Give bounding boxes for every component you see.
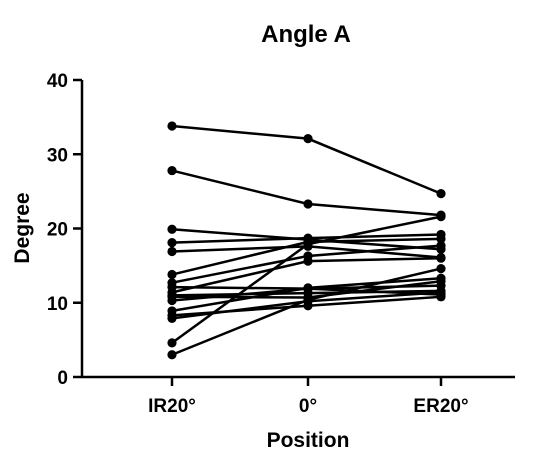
y-tick-label: 30	[47, 145, 68, 166]
data-point	[167, 338, 177, 348]
series-1	[167, 121, 446, 199]
x-tick-label: ER20°	[413, 396, 468, 417]
data-point	[167, 121, 177, 131]
y-tick-label: 20	[47, 220, 68, 241]
data-point	[436, 253, 446, 263]
data-point	[167, 238, 177, 248]
data-point	[303, 199, 313, 209]
y-tick-label: 40	[47, 71, 68, 92]
data-point	[167, 246, 177, 257]
data-point	[436, 189, 446, 199]
data-point	[436, 234, 446, 244]
y-tick-label: 0	[57, 368, 68, 389]
series-group	[167, 121, 446, 360]
data-point	[167, 224, 177, 234]
x-axis-label: Position	[267, 429, 350, 452]
y-tick-label: 10	[47, 294, 68, 315]
data-point	[303, 295, 313, 305]
data-point	[303, 256, 313, 266]
data-point	[167, 295, 177, 306]
data-point	[167, 165, 177, 176]
data-point	[167, 269, 177, 280]
data-point	[436, 212, 446, 222]
chart-title: Angle A	[261, 21, 351, 48]
x-ticks: IR20° 0° ER20°	[148, 377, 469, 417]
data-point	[303, 134, 313, 144]
series-13	[167, 273, 446, 316]
data-point	[436, 263, 446, 274]
x-tick-label: 0°	[299, 396, 317, 417]
data-point	[436, 273, 446, 283]
data-point	[436, 287, 446, 297]
y-axis-label: Degree	[11, 192, 34, 263]
series-17	[167, 263, 446, 360]
y-ticks: 0 10 20 30 40	[47, 71, 82, 389]
data-point	[436, 240, 446, 251]
data-point	[167, 313, 177, 323]
data-point	[167, 350, 177, 360]
x-tick-label: IR20°	[148, 396, 196, 417]
series-16	[167, 212, 446, 348]
series-2	[167, 165, 446, 220]
data-point	[303, 283, 313, 293]
data-point	[303, 239, 313, 249]
